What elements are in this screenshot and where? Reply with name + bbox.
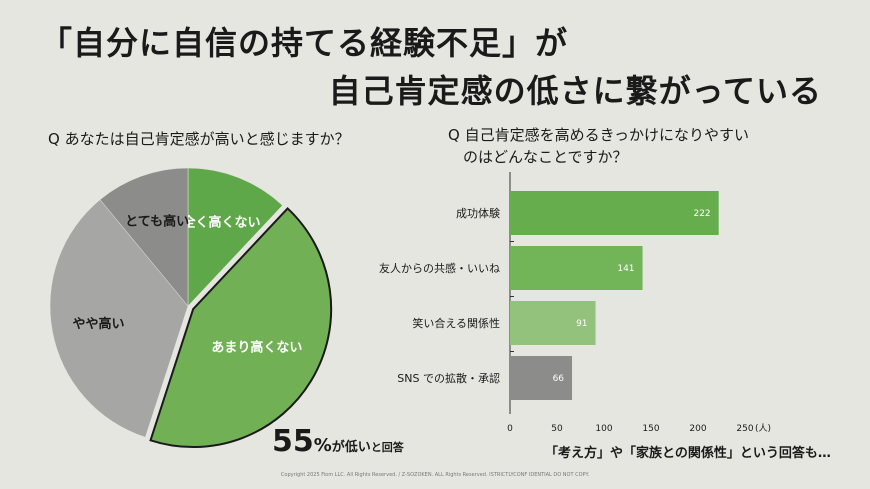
bar-category-label-0: 成功体験 bbox=[456, 206, 500, 220]
bar-value-label-3: 66 bbox=[553, 374, 565, 384]
bar-x-tick-label-4: 200 bbox=[689, 424, 706, 434]
pie-slice-3 bbox=[99, 167, 189, 307]
right-question-line1: Q 自己肯定感を高めるきっかけになりやすい bbox=[448, 126, 749, 144]
bar-1 bbox=[510, 246, 643, 290]
pie-slice-label-2: やや高い bbox=[73, 316, 125, 332]
bar-category-label-1: 友人からの共感・いいね bbox=[379, 261, 500, 275]
page-title-line1: 「自分に自信の持てる経験不足」が bbox=[40, 24, 569, 62]
bar-category-label-3: SNS での拡散・承認 bbox=[397, 371, 500, 385]
summary-text: が低い bbox=[331, 440, 371, 455]
summary-percent-sign: % bbox=[313, 435, 332, 456]
copyright: Copyright 2025 Fiom LLC. All Rights Rese… bbox=[280, 472, 590, 478]
footnote: 「考え方」や「家族との関係性」という回答も… bbox=[545, 446, 831, 461]
bar-2 bbox=[510, 301, 596, 345]
bar-value-label-0: 222 bbox=[693, 209, 710, 219]
pie-slice-2 bbox=[49, 199, 189, 438]
bar-value-label-1: 141 bbox=[617, 264, 634, 274]
summary-callout: 55%が低いと回答 bbox=[272, 424, 404, 459]
bar-value-label-2: 91 bbox=[576, 319, 587, 329]
pie-slice-1 bbox=[149, 207, 333, 448]
right-question: Q 自己肯定感を高めるきっかけになりやすい のはどんなことですか？ bbox=[448, 124, 749, 168]
bar-x-tick-label-5: 250 bbox=[736, 424, 753, 434]
right-question-line2: のはどんなことですか？ bbox=[463, 148, 628, 166]
bar-category-label-2: 笑い合える関係性 bbox=[412, 316, 500, 330]
pie-slice-0 bbox=[187, 167, 283, 307]
left-question: Q あなたは自己肯定感が高いと感じますか？ bbox=[48, 130, 350, 148]
summary-suffix: と回答 bbox=[370, 441, 404, 454]
bar-x-tick-label-1: 50 bbox=[551, 424, 563, 434]
bar-3 bbox=[510, 356, 573, 400]
bar-x-tick-label-0: 0 bbox=[507, 424, 513, 434]
bar-0 bbox=[510, 191, 719, 235]
pie-slice-label-0: 全く高くない bbox=[182, 214, 261, 230]
summary-number: 55 bbox=[272, 424, 314, 459]
bar-x-tick-label-2: 100 bbox=[595, 424, 612, 434]
pie-slice-label-3: とても高い bbox=[125, 213, 189, 229]
pie-slice-label-1: あまり高くない bbox=[211, 340, 302, 356]
page-title-line2: 自己肯定感の低さに繋がっている bbox=[328, 72, 822, 110]
bar-x-unit-label: (人) bbox=[755, 423, 771, 434]
bar-x-tick-label-3: 150 bbox=[642, 424, 659, 434]
